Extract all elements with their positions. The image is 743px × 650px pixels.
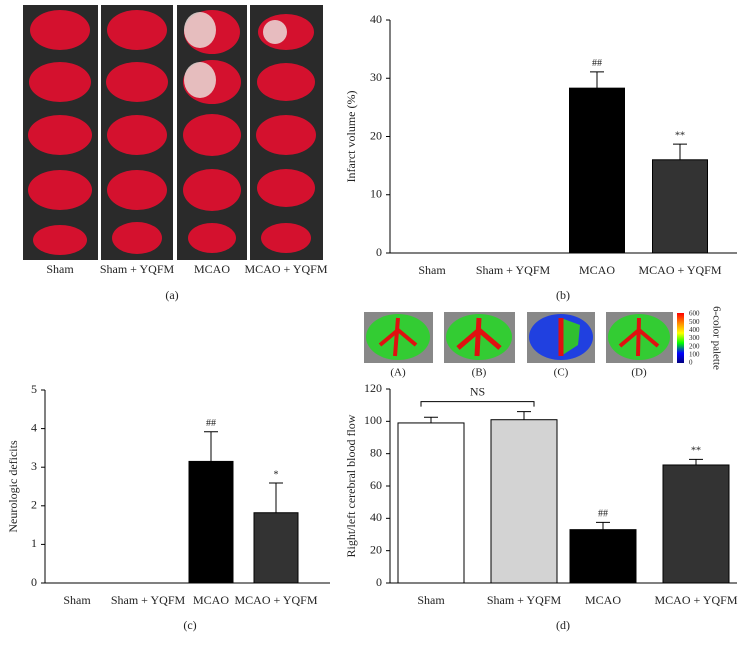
error-bar	[204, 431, 218, 462]
palette-tick: 300	[689, 334, 700, 342]
bar	[188, 460, 234, 584]
palette-label: 6-color palette	[710, 306, 722, 370]
error-bar	[590, 71, 604, 89]
x-tick-label: Sham + YQFM	[487, 593, 562, 607]
x-tick-label: Sham	[417, 593, 445, 607]
significance-label: ##	[598, 509, 608, 520]
significance-label: ##	[592, 58, 602, 69]
y-tick-label: 40	[370, 510, 382, 524]
x-tick-label: MCAO	[579, 263, 615, 277]
bar	[652, 159, 708, 254]
x-tick-label: Sham	[418, 263, 446, 277]
y-tick-label: 100	[364, 413, 382, 427]
panel-caption: (d)	[556, 618, 570, 632]
bar	[569, 87, 625, 254]
x-tick-label: MCAO + YQFM	[638, 263, 721, 277]
y-tick-label: 5	[31, 382, 37, 396]
bar	[490, 419, 558, 584]
x-tick-label: MCAO	[193, 593, 229, 607]
x-tick-label: Sham	[63, 593, 91, 607]
significance-label: **	[675, 130, 685, 141]
y-tick-label: 3	[31, 459, 37, 473]
bar	[569, 529, 637, 584]
image-label: MCAO	[194, 262, 230, 276]
panel-caption: (a)	[165, 288, 178, 302]
image-label: (D)	[631, 367, 647, 379]
image-label: (B)	[472, 367, 487, 379]
y-tick-label: 1	[31, 536, 37, 550]
bar	[397, 422, 465, 584]
bar	[662, 464, 730, 584]
image-label: Sham + YQFM	[100, 262, 175, 276]
y-tick-label: 60	[370, 478, 382, 492]
y-tick-label: 0	[376, 245, 382, 259]
error-bar	[424, 416, 438, 423]
y-tick-label: 80	[370, 445, 382, 459]
palette-tick: 400	[689, 326, 700, 334]
y-axis-label: Infarct volume (%)	[344, 91, 358, 183]
y-tick-label: 2	[31, 498, 37, 512]
y-tick-label: 4	[31, 420, 37, 434]
image-label: MCAO + YQFM	[244, 262, 327, 276]
y-axis-label: Neurologic deficits	[6, 440, 20, 533]
y-tick-label: 10	[370, 187, 382, 201]
error-bar	[517, 411, 531, 420]
error-bar	[269, 482, 283, 513]
y-tick-label: 0	[31, 575, 37, 589]
brain-slices	[23, 5, 323, 260]
y-tick-label: 20	[370, 128, 382, 142]
significance-label: *	[274, 469, 279, 480]
error-bar	[689, 458, 703, 465]
y-tick-label: 30	[370, 70, 382, 84]
palette-tick: 0	[689, 359, 693, 367]
y-axis-label: Right/left cerebral blood flow	[344, 414, 358, 557]
x-tick-label: MCAO	[585, 593, 621, 607]
x-tick-label: Sham + YQFM	[476, 263, 551, 277]
perfusion-images	[364, 312, 684, 363]
image-label: (A)	[390, 367, 406, 379]
significance-label: ##	[206, 418, 216, 429]
y-tick-label: 20	[370, 542, 382, 556]
error-bar	[596, 521, 610, 530]
bracket	[420, 401, 535, 407]
x-tick-label: MCAO + YQFM	[234, 593, 317, 607]
palette-tick: 100	[689, 350, 700, 358]
image-label: (C)	[554, 367, 569, 379]
x-tick-label: Sham + YQFM	[111, 593, 186, 607]
x-tick-label: MCAO + YQFM	[654, 593, 737, 607]
palette-tick: 600	[689, 310, 700, 318]
palette-tick: 200	[689, 342, 700, 350]
palette-tick: 500	[689, 318, 700, 326]
panel-caption: (c)	[183, 618, 196, 632]
bar	[253, 512, 299, 584]
significance-label: **	[691, 446, 701, 457]
image-label: Sham	[46, 262, 74, 276]
y-tick-label: 120	[364, 381, 382, 395]
error-bar	[673, 143, 687, 160]
y-tick-label: 40	[370, 12, 382, 26]
panel-caption: (b)	[556, 288, 570, 302]
y-tick-label: 0	[376, 575, 382, 589]
bracket-label: NS	[470, 384, 485, 398]
